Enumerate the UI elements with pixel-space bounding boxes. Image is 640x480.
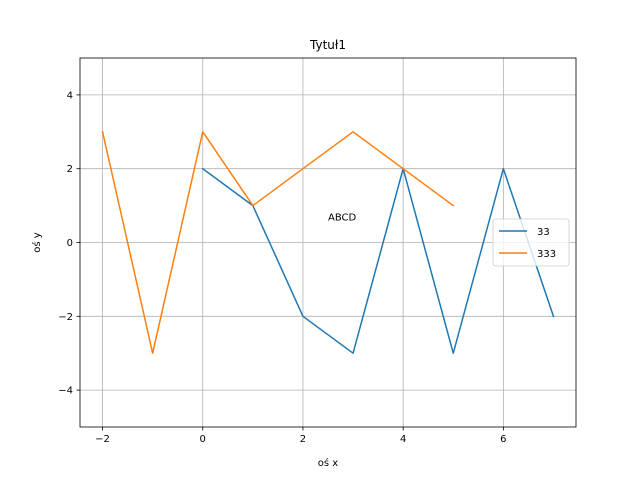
y-tick-label: −4 [58,386,73,397]
series-layer [101,130,555,354]
x-tick-label: 6 [500,434,506,445]
ticks: −2 0 2 4 6 −4 −2 0 2 4 [58,90,506,445]
x-tick-label: 4 [400,434,406,445]
x-tick-label: 0 [200,434,206,445]
series-line-333 [101,130,455,354]
x-tick-label: −2 [95,434,110,445]
x-axis-label: oś x [318,457,339,469]
legend-label-33: 33 [537,227,550,238]
legend-box [492,218,570,267]
chart-title: Tytuł1 [309,38,346,52]
y-tick-label: −2 [58,312,73,323]
series-line-33 [201,167,555,354]
y-tick-label: 4 [67,90,73,101]
annotation-label: ABCD [328,212,357,223]
legend-label-333: 333 [537,249,556,260]
y-axis-label: oś y [31,232,43,253]
x-tick-label: 2 [300,434,306,445]
y-tick-label: 2 [67,164,73,175]
y-tick-label: 0 [67,238,73,249]
grid [80,58,576,427]
